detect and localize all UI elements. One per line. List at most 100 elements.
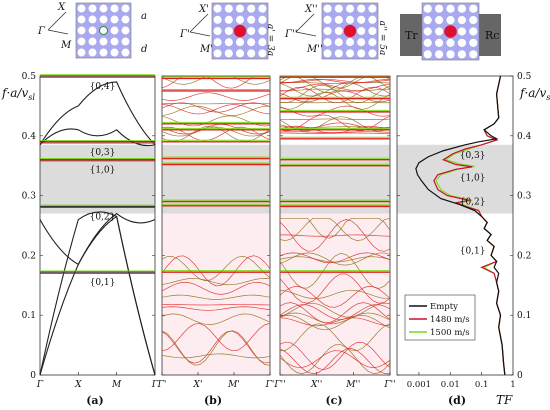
lattice-a-d: d [141,44,147,55]
band-line [39,215,156,376]
lattice-d-Rc: Rc [485,29,499,42]
lattice-rod [345,15,355,24]
folded-band [279,273,391,304]
folded-band [161,92,271,101]
x-tick-label: Γ [36,380,44,390]
x-tick-label: 0.001 [407,380,431,390]
bandgap-region [397,144,513,214]
lattice-rod [235,49,245,58]
lattice-rod [345,49,355,58]
lattice-rod [368,15,377,24]
lattice-rod [224,26,233,36]
lattice-rod [224,4,233,13]
folded-band [161,115,271,127]
defect-rod [444,25,457,38]
lattice-b-M: M' [199,44,213,55]
folded-band [279,317,391,327]
lattice-rod [213,4,222,13]
folded-band [161,255,271,287]
folded-band [161,281,271,295]
cavity-marker [99,26,108,35]
lattice-rod [357,15,366,24]
x-tick-label: M' [227,380,240,390]
lattice-rod [121,15,130,24]
lattice-b-G: Γ' [179,29,190,40]
y-tick-label-left: 0.2 [22,251,36,261]
panel-d: {0,3} {1,0} {0,2} {0,1} Empty 1480 m/s 1500 m/… [404,75,506,376]
folded-band [161,323,271,352]
lattice-d [421,2,480,61]
x-tick-label: Γ' [157,380,167,390]
panel-label-a: (a) [86,394,104,407]
lattice-rod [247,49,256,58]
panel-b [161,75,271,366]
lattice-rod [77,26,86,35]
lattice-rod [110,4,119,13]
x-tick-label: X' [193,380,203,390]
bandgap-region [162,144,270,214]
folded-band [279,252,391,266]
lattice-rod [469,50,478,59]
band-line [39,211,156,376]
lattice-rod [457,4,467,13]
lattice-rod [368,38,377,47]
lattice-rod [345,4,355,13]
lattice-rod [121,37,130,46]
panel-frame [396,75,514,376]
k-direction-arrow [295,13,315,33]
x-tick-label: Γ [151,380,159,390]
folded-band [161,294,271,300]
lattice-rod [323,38,332,47]
lattice-rod [434,50,444,59]
lattice-rod [423,50,432,59]
lattice-rod [334,4,343,13]
lattice-rod [334,38,343,47]
lattice-rod [423,27,432,36]
x-tick-label: X'' [310,380,322,390]
lattice-rod [323,26,332,36]
lattice-rod [368,49,377,58]
lattice-rod [334,26,343,36]
lattice-rod [469,38,478,48]
x-tick-label: 0.01 [441,380,460,390]
folded-band [279,125,391,134]
folded-band [161,126,271,137]
panel-a: {0,4} {0,3} {1,0} {0,2} {0,1} [39,74,156,376]
x-tick-label: X [74,380,82,390]
y-tick-label-left: 0.3 [22,192,37,202]
lattice-a-X: X [57,2,66,13]
k-direction-arrow [295,31,317,37]
folded-band [161,123,271,135]
y-tick-label-right: 0.5 [517,72,532,82]
lattice-rod [345,38,355,47]
lattice-rod [457,27,467,36]
mode-label: {0,3} [90,148,116,158]
lattice-a-a: a [141,11,147,22]
lattice-rod [77,37,86,46]
lattice-rod [88,4,97,13]
k-direction-arrow [47,29,69,35]
lattice-rod [457,15,467,25]
defect-rod [233,24,247,38]
lattice-rod [99,4,108,13]
lattice-rod [110,26,119,35]
lattice-rod [224,49,233,58]
lattice-rod [213,38,222,47]
lattice-rod [434,27,444,36]
lattice-a-M: M [60,40,72,51]
k-direction-arrow [47,11,67,31]
k-direction-arrow [189,31,211,37]
lattice-rod [99,37,108,46]
lattice-rod [110,15,119,24]
folded-band [279,82,391,97]
lattice-c [321,2,379,60]
mode-label: {0,1} [460,247,486,257]
folded-band [279,79,391,83]
transmission-curve [415,75,506,376]
folded-band [279,91,391,110]
band-line [39,212,156,266]
folded-band [279,312,391,325]
x-tick-label: Γ' [265,380,275,390]
lattice-c-a: a'' = 5a [377,21,387,56]
